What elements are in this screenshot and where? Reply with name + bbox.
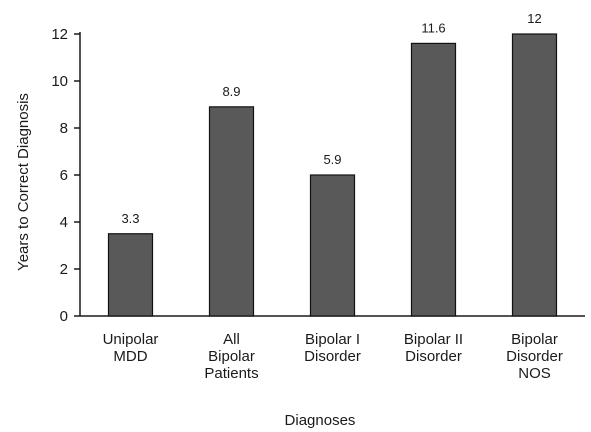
x-axis-title: Diagnoses: [285, 412, 356, 429]
bar: [208, 106, 255, 317]
bar: [511, 33, 558, 317]
data-labels: 3.3 8.9 5.9 11.6 12: [121, 11, 541, 226]
y-axis-title: Years to Correct Diagnosis: [15, 93, 32, 271]
bar-data-label: 5.9: [323, 152, 341, 167]
y-tick-label: 0: [60, 308, 68, 325]
bar-data-label: 8.9: [222, 84, 240, 99]
x-tick-label-line: NOS: [518, 365, 551, 382]
x-tick-label-line: Bipolar II: [404, 331, 463, 348]
x-tick-label-line: MDD: [113, 348, 147, 365]
bar-data-label: 12: [527, 11, 541, 26]
x-tick-label-line: Bipolar I: [305, 331, 360, 348]
bar: [107, 233, 154, 317]
x-tick-label-line: Bipolar: [511, 331, 558, 348]
y-tick-label: 4: [60, 214, 68, 231]
x-tick-label-line: Patients: [204, 365, 258, 382]
y-axis-ticks: 0 2 4 6 8 10 12: [51, 26, 80, 325]
x-tick-label-line: Unipolar: [103, 331, 159, 348]
bar: [410, 42, 457, 317]
y-tick-label: 12: [51, 26, 68, 43]
y-tick-label: 6: [60, 167, 68, 184]
y-tick-label: 2: [60, 261, 68, 278]
x-tick-label-line: All: [223, 331, 240, 348]
bar-data-label: 3.3: [121, 211, 139, 226]
bars: [107, 33, 558, 317]
x-tick-label-line: Bipolar: [208, 348, 255, 365]
x-tick-label-line: Disorder: [304, 348, 361, 365]
y-tick-label: 10: [51, 73, 68, 90]
y-tick-label: 8: [60, 120, 68, 137]
bar-data-label: 11.6: [421, 20, 445, 35]
x-tick-label-line: Disorder: [506, 348, 563, 365]
x-tick-label-line: Disorder: [405, 348, 462, 365]
bar: [309, 174, 356, 317]
